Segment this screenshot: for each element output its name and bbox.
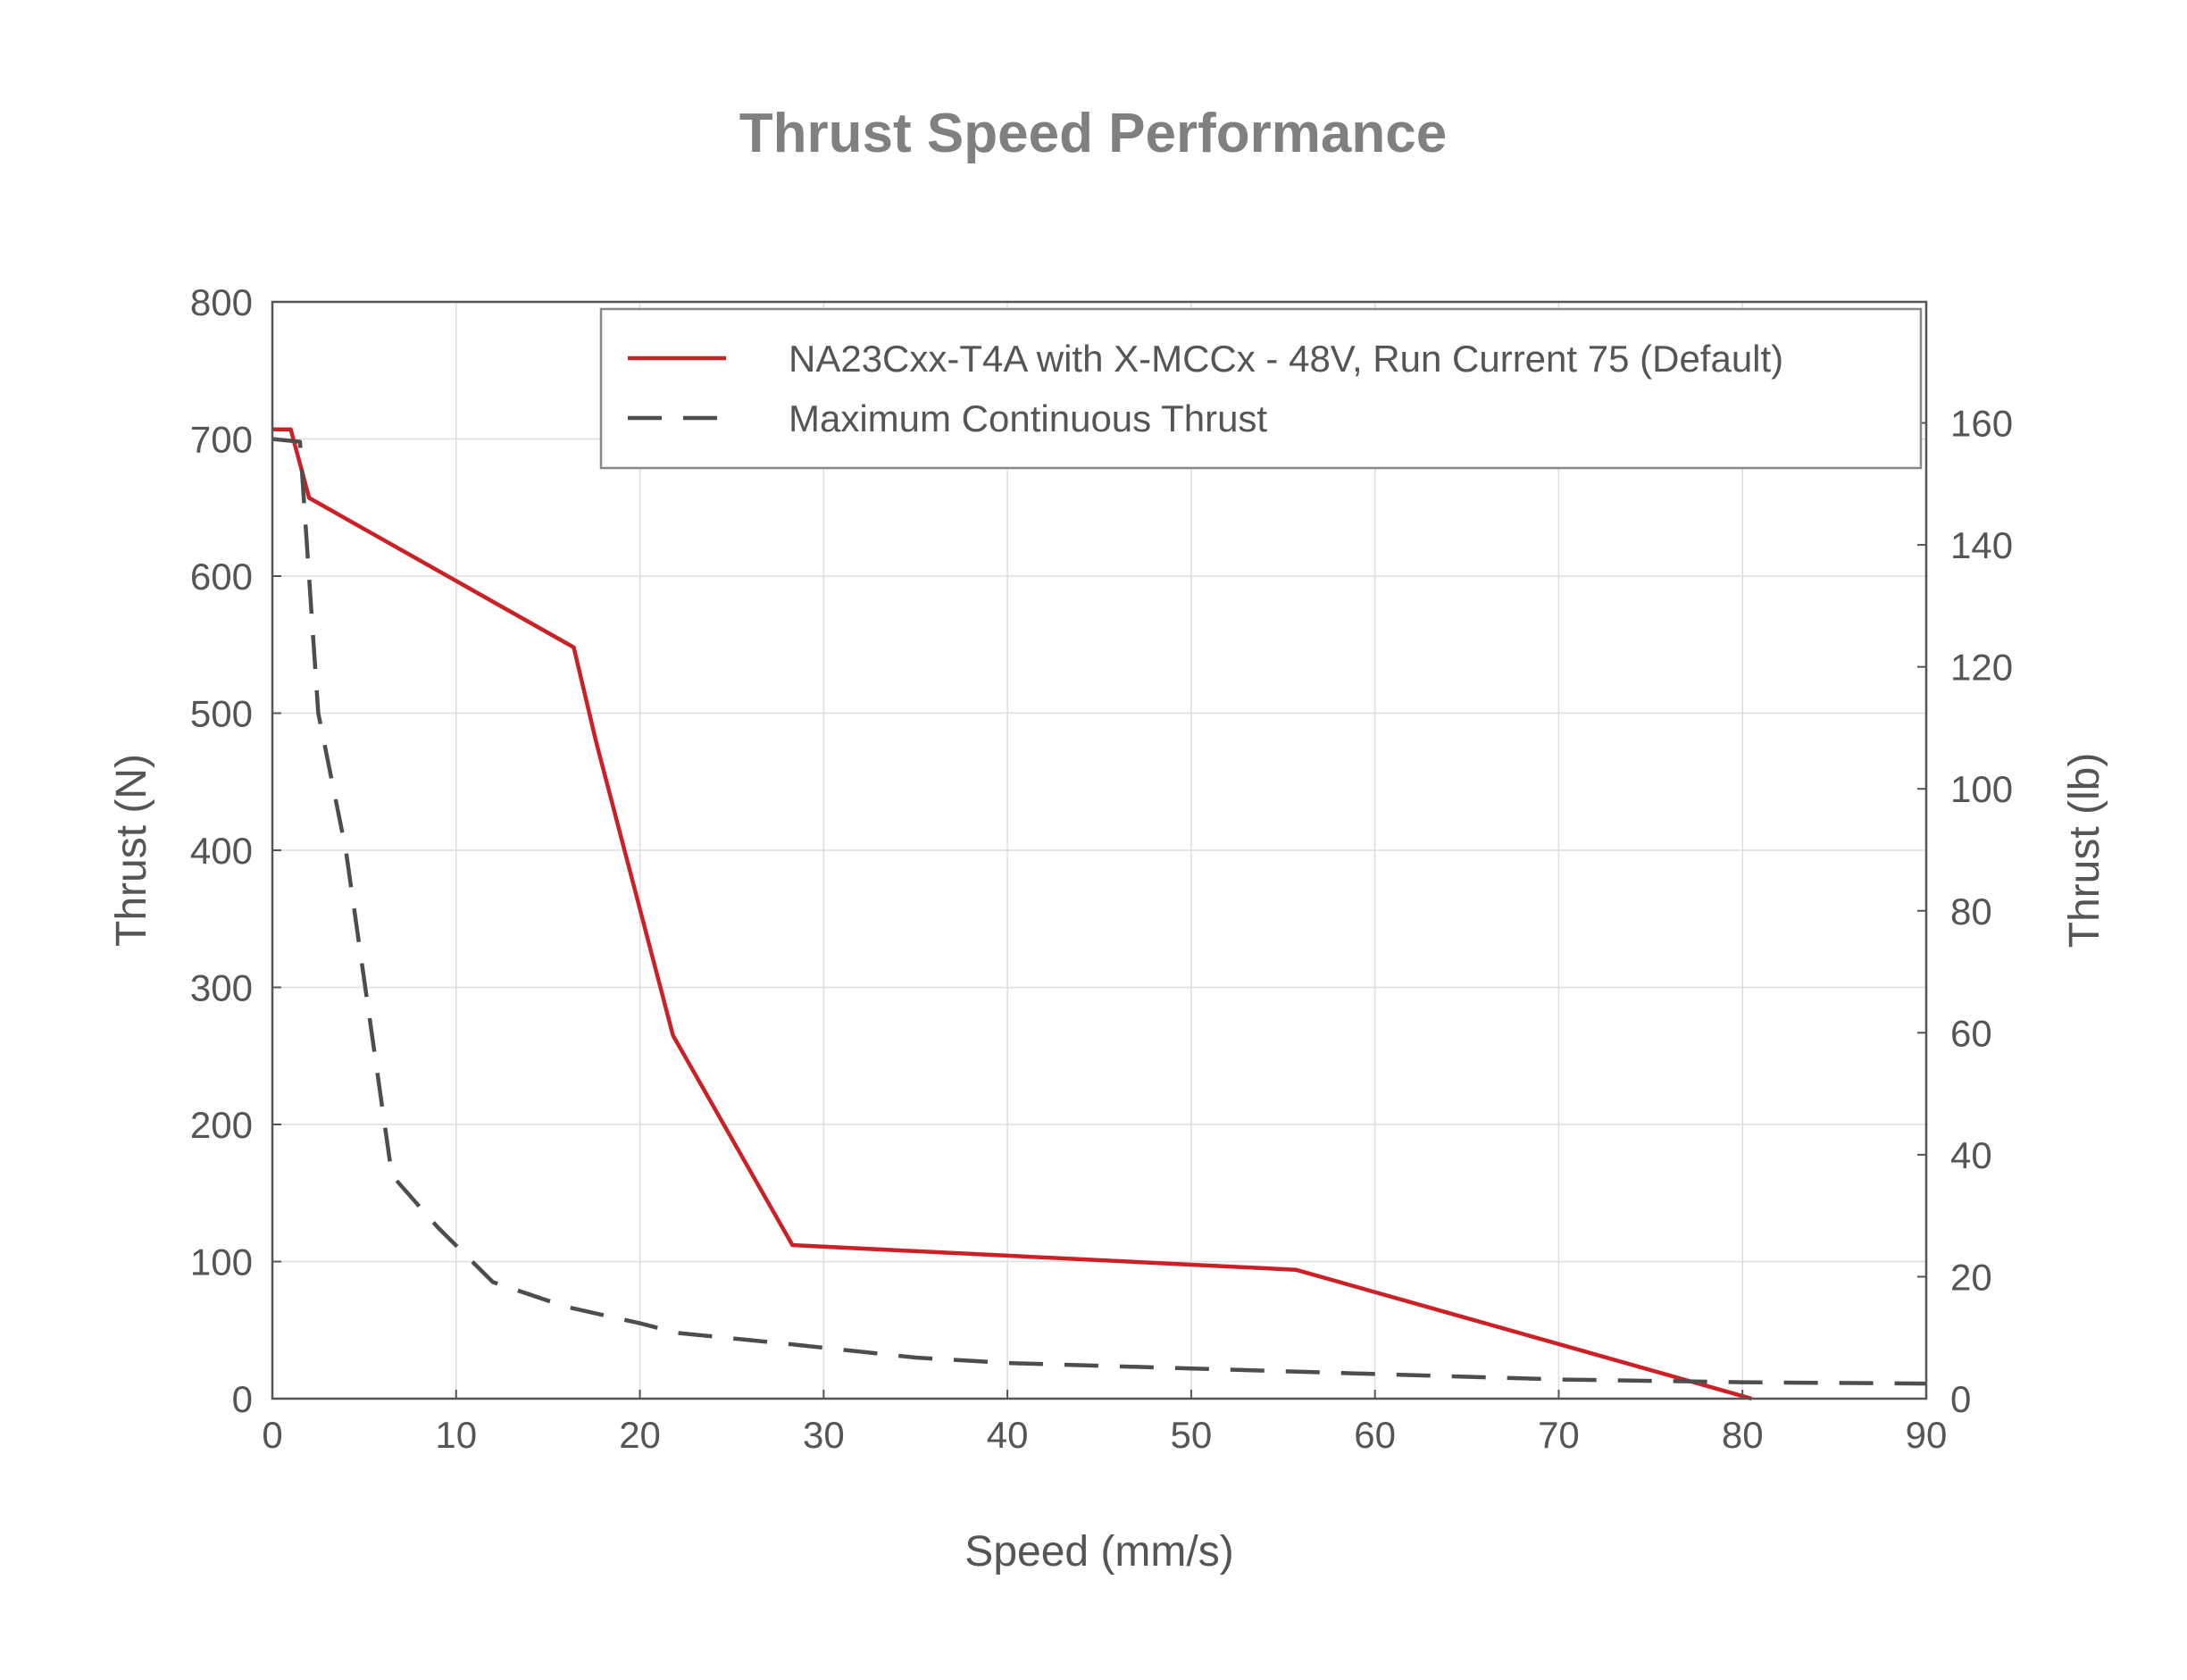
y-tick-label: 400 (190, 830, 253, 872)
y2-tick-label: 100 (1950, 768, 2013, 810)
y-axis-ticks: 0 100 200 300 400 500 600 700 800 (190, 281, 281, 1420)
legend-box (599, 307, 1923, 470)
y2-axis-ticks: 0 20 40 60 80 100 120 140 160 (1917, 403, 2013, 1420)
y-tick-label: 600 (190, 556, 253, 598)
series-line-2 (271, 437, 1927, 1386)
x-axis-label: Speed (mm/s) (964, 1528, 1233, 1576)
y-tick-label: 500 (190, 693, 253, 735)
y-axis-label: Thrust (N) (108, 754, 155, 947)
y2-tick-label: 120 (1950, 647, 2013, 689)
x-tick-label: 80 (1722, 1414, 1764, 1456)
x-tick-label: 40 (987, 1414, 1029, 1456)
y2-tick-label: 80 (1950, 890, 1992, 932)
y-tick-label: 0 (232, 1378, 253, 1420)
y-tick-label: 100 (190, 1241, 253, 1283)
x-tick-label: 10 (435, 1414, 477, 1456)
y2-axis-label: Thrust (lb) (2061, 753, 2108, 949)
y2-tick-label: 40 (1950, 1134, 1992, 1176)
x-tick-label: 90 (1906, 1414, 1948, 1456)
x-tick-label: 60 (1354, 1414, 1396, 1456)
y2-tick-label: 20 (1950, 1256, 1992, 1298)
y-tick-label: 200 (190, 1104, 253, 1146)
y2-tick-label: 0 (1950, 1378, 1971, 1420)
legend: NA23Cxx-T4A with X-MCCx - 48V, Run Curre… (599, 307, 1923, 470)
y-tick-label: 700 (190, 419, 253, 461)
x-tick-label: 0 (262, 1414, 282, 1456)
x-tick-label: 20 (619, 1414, 661, 1456)
plot-area (271, 427, 1927, 1401)
series-line-1 (272, 427, 1753, 1401)
x-axis-ticks: 0 10 20 30 40 50 60 70 80 90 (262, 1390, 1947, 1456)
legend-label-series-2: Maximum Continuous Thrust (789, 397, 1267, 439)
y2-tick-label: 60 (1950, 1012, 1992, 1054)
y-tick-label: 800 (190, 281, 253, 323)
y-tick-label: 300 (190, 967, 253, 1009)
x-tick-label: 70 (1538, 1414, 1580, 1456)
x-tick-label: 50 (1171, 1414, 1213, 1456)
x-tick-label: 30 (803, 1414, 845, 1456)
y2-tick-label: 140 (1950, 524, 2013, 566)
legend-label-series-1: NA23Cxx-T4A with X-MCCx - 48V, Run Curre… (789, 338, 1783, 380)
y2-tick-label: 160 (1950, 403, 2013, 445)
chart-title: Thrust Speed Performance (739, 103, 1447, 164)
